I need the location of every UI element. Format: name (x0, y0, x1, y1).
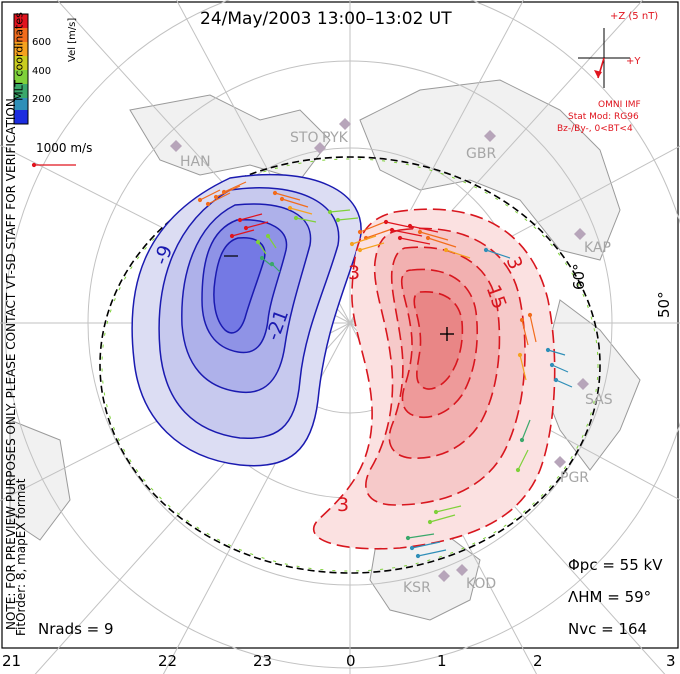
station-label-sas: SAS (585, 392, 613, 408)
imf-clock-dial (578, 28, 630, 88)
cross-polar-potential: Φpc = 55 kV (568, 556, 663, 574)
colorbar-title: Vel [m/s] (67, 17, 78, 62)
contour-label-plus-3-bottom: 3 (337, 494, 350, 516)
colorbar-tick-200: 200 (32, 94, 52, 105)
imf-model-label: Stat Mod: RG96 (568, 112, 639, 122)
colorbar-tick-600: 600 (32, 37, 52, 48)
radar-count: Nrads = 9 (38, 620, 114, 638)
station-label-sto: STO (290, 130, 319, 146)
station-label-ksr: KSR (403, 580, 431, 596)
imf-z-axis-label: +Z (5 nT) (610, 11, 659, 22)
mlt-label-2: 2 (533, 652, 543, 670)
station-label-kod: KOD (466, 576, 497, 592)
latitude-label-50: 50° (655, 291, 673, 318)
heppner-maynard-boundary-inner (101, 158, 599, 572)
station-label-han: HAN (180, 154, 211, 170)
potential-maximum-marker (440, 327, 454, 341)
station-markers (170, 118, 589, 582)
latitude-label-60: 60° (570, 263, 588, 290)
contour-label-plus-3-top: 3 (348, 262, 361, 284)
station-label-kap: KAP (584, 240, 611, 256)
map-title: 24/May/2003 13:00–13:02 UT (200, 9, 452, 29)
station-label-pyk: PYK (322, 130, 348, 146)
station-label-pgr: PGR (560, 470, 590, 486)
imf-source-label: OMNI IMF (598, 100, 641, 110)
positive-potential-cell (312, 208, 556, 550)
heppner-maynard-boundary (99, 156, 601, 574)
mlt-label-1: 1 (437, 652, 447, 670)
station-label-gbr: GBR (466, 146, 497, 162)
plot-border (1, 1, 679, 649)
imf-condition-label: Bz-/By-, 0<BT<4 (557, 124, 633, 134)
vector-scale-bar (31, 162, 76, 168)
mlt-label-0: 0 (346, 652, 356, 670)
vector-count: Nvc = 164 (568, 620, 648, 638)
vector-scale-label: 1000 m/s (36, 141, 93, 155)
mlt-label-23: 23 (253, 652, 273, 670)
velocity-vectors (197, 181, 573, 559)
mlt-label-3: 3 (666, 652, 676, 670)
land-outlines (9, 79, 641, 621)
velocity-colorbar (13, 13, 29, 125)
mlt-label-22: 22 (158, 652, 178, 670)
fit-order-note: FitOrder: 8, mapEX format (14, 478, 28, 636)
hm-boundary-latitude: ΛHM = 59° (568, 588, 652, 606)
colorbar-coord-label: MLT coordinates (12, 12, 26, 101)
imf-y-axis-label: +Y (626, 56, 641, 67)
colorbar-tick-400: 400 (32, 66, 52, 77)
mlt-label-21: 21 (2, 652, 22, 670)
